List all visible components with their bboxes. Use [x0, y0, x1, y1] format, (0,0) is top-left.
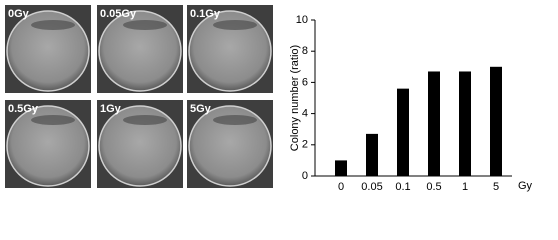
- panel-label: 0Gy: [8, 8, 30, 20]
- y-tick-label: 10: [296, 14, 308, 26]
- dish: [98, 10, 182, 92]
- dish: [6, 10, 90, 92]
- bar: [490, 66, 502, 176]
- y-tick-label: 2: [302, 139, 308, 151]
- chart: Colony number (ratio) Gy 0 2 4 6 8 10 0 0.05 0.1…: [289, 14, 533, 193]
- panel-label: 0.1Gy: [190, 8, 221, 20]
- y-tick-label: 8: [302, 45, 308, 57]
- x-tick-label: 0.05: [361, 181, 382, 193]
- y-tick-label: 0: [302, 170, 308, 182]
- y-tick-label: 4: [302, 108, 308, 120]
- dish: [188, 10, 272, 92]
- panel-label: 0.05Gy: [100, 8, 137, 20]
- panel-label: 5Gy: [190, 103, 212, 115]
- panel-label: 0.5Gy: [8, 103, 39, 115]
- dish: [6, 105, 90, 187]
- y-axis-label: Colony number (ratio): [289, 45, 301, 151]
- bar: [428, 71, 440, 176]
- dish-panels: 0Gy 0.05Gy 0.1Gy 0.5Gy 1Gy 5Gy: [5, 5, 273, 188]
- dish-shadow: [213, 20, 257, 30]
- bar: [366, 133, 378, 176]
- bar: [335, 160, 347, 176]
- bar: [459, 71, 471, 176]
- x-tick-label: 0: [338, 181, 344, 193]
- x-tick-label: 5: [493, 181, 499, 193]
- dish: [98, 105, 182, 187]
- dish: [188, 105, 272, 187]
- x-tick-label: 0.5: [426, 181, 441, 193]
- dish-shadow: [213, 115, 257, 125]
- dish-shadow: [123, 115, 167, 125]
- bar: [397, 88, 409, 176]
- panel-label: 1Gy: [100, 103, 122, 115]
- x-tick-label: 0.1: [395, 181, 410, 193]
- dish-shadow: [31, 115, 75, 125]
- dish-shadow: [31, 20, 75, 30]
- dish-shadow: [123, 20, 167, 30]
- x-axis-label: Gy: [518, 180, 533, 192]
- x-tick-label: 1: [462, 181, 468, 193]
- y-tick-label: 6: [302, 76, 308, 88]
